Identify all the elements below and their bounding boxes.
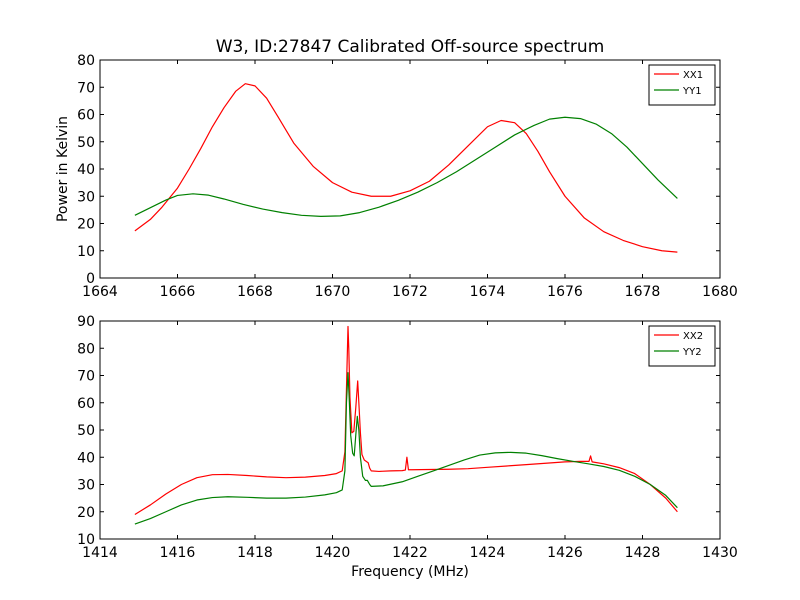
top-y-tick-label: 30 <box>77 189 95 205</box>
top-y-tick-label: 70 <box>77 80 95 96</box>
bottom-y-tick-label: 70 <box>77 369 95 385</box>
bottom-x-tick-label: 1422 <box>392 545 428 561</box>
top-x-tick-label: 1672 <box>392 284 428 300</box>
bottom-x-axis-label: Frequency (MHz) <box>351 564 469 580</box>
top-x-tick-label: 1678 <box>625 284 661 300</box>
bottom-y-tick-label: 50 <box>77 423 95 439</box>
top-series-line-xx1 <box>134 83 678 253</box>
top-x-tick-label: 1668 <box>237 284 273 300</box>
bottom-y-tick-label: 20 <box>77 505 95 521</box>
top-x-tick-label: 1666 <box>160 284 196 300</box>
bottom-series-line-xx2 <box>134 325 678 515</box>
bottom-x-tick-label: 1420 <box>315 545 351 561</box>
bottom-x-tick-label: 1430 <box>702 545 738 561</box>
top-panel: 1664 1666 1668 1670 1672 1674 1676 1678 1680 0 10 2… <box>55 53 738 300</box>
bottom-legend-label-xx2: XX2 <box>683 331 703 342</box>
bottom-x-tick-label: 1416 <box>160 545 196 561</box>
bottom-x-tick-label: 1428 <box>625 545 661 561</box>
bottom-y-tick-label: 30 <box>77 478 95 494</box>
top-y-axis-label: Power in Kelvin <box>55 116 71 222</box>
top-x-tick-label: 1664 <box>82 284 118 300</box>
bottom-panel: 1414 1416 1418 1420 1422 1424 1426 1428 1430 10 20… <box>77 314 738 580</box>
bottom-y-tick-label: 80 <box>77 341 95 357</box>
top-x-tick-label: 1674 <box>470 284 506 300</box>
top-series-line-yy1 <box>134 116 678 218</box>
top-y-tick-label: 10 <box>77 244 95 260</box>
figure-title: W3, ID:27847 Calibrated Off-source spect… <box>216 37 605 57</box>
top-y-tick-label: 50 <box>77 135 95 151</box>
top-x-tick-label: 1680 <box>702 284 738 300</box>
bottom-x-tick-label: 1424 <box>470 545 506 561</box>
top-y-tick-label: 40 <box>77 162 95 178</box>
top-y-tick-label: 20 <box>77 217 95 233</box>
bottom-y-tick-label: 90 <box>77 314 95 330</box>
bottom-legend-label-yy2: YY2 <box>682 347 702 358</box>
bottom-x-tick-label: 1426 <box>547 545 583 561</box>
bottom-x-tick-label: 1414 <box>82 545 118 561</box>
bottom-y-tick-label: 40 <box>77 450 95 466</box>
top-x-tick-label: 1670 <box>315 284 351 300</box>
bottom-y-tick-label: 10 <box>77 532 95 548</box>
top-y-tick-label: 0 <box>86 271 95 287</box>
bottom-x-tick-label: 1418 <box>237 545 273 561</box>
top-legend-label-xx1: XX1 <box>683 70 703 81</box>
top-y-tick-label: 60 <box>77 108 95 124</box>
top-legend-label-yy1: YY1 <box>682 86 702 97</box>
bottom-legend-box <box>648 325 716 367</box>
top-y-tick-label: 80 <box>77 53 95 69</box>
top-legend-box <box>648 64 716 106</box>
top-x-tick-label: 1676 <box>547 284 583 300</box>
bottom-y-tick-label: 60 <box>77 396 95 412</box>
bottom-series-line-yy2 <box>134 372 678 525</box>
